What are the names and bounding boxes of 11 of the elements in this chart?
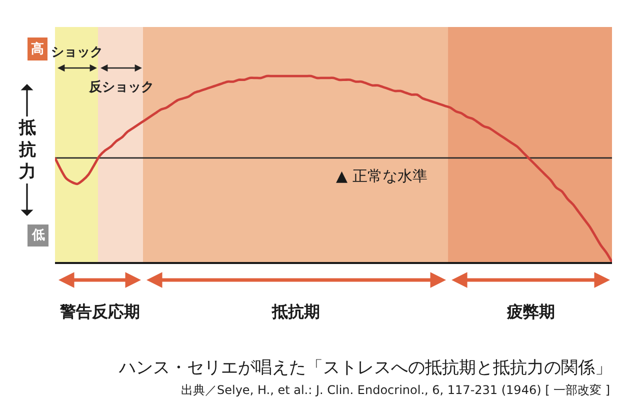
ref-line-label: ▲ 正常な水準 — [336, 167, 428, 185]
text: ショック — [51, 45, 103, 60]
annotation: 反ショック — [88, 79, 154, 95]
y-axis-title: 抵抗力 — [18, 118, 36, 182]
text: ハンス・セリエが唱えた「ストレスへの抵抗期と抵抗力の関係」 — [118, 358, 612, 378]
text: 警告反応期 — [59, 302, 140, 321]
text: 低 — [31, 228, 45, 243]
text: 疲弊期 — [506, 302, 555, 321]
text: 高 — [31, 41, 44, 57]
text: 抵抗期 — [271, 302, 320, 321]
source-note: 出典／Selye, H., et al.: J. Clin. Endocrinol., 6, 117-231 (1946) [ 一部改変 ] — [181, 383, 610, 397]
